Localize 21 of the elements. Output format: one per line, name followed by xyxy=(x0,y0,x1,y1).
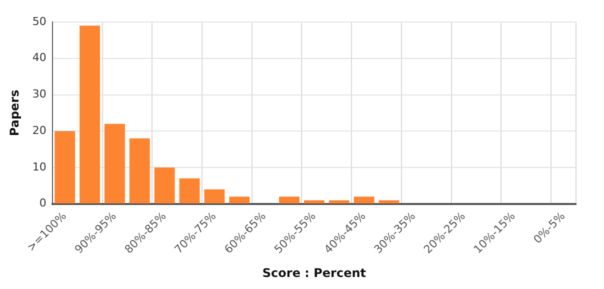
y-tick-label: 40 xyxy=(32,51,46,64)
y-tick-label: 10 xyxy=(32,160,46,174)
bar xyxy=(129,138,150,204)
y-tick-label: 30 xyxy=(32,88,46,101)
bar xyxy=(54,131,76,204)
bar xyxy=(179,178,200,204)
y-tick-label: 20 xyxy=(32,124,46,137)
bar xyxy=(229,196,250,204)
bar xyxy=(304,200,324,204)
y-tick-label: 0 xyxy=(39,196,46,210)
x-axis-title: Score : Percent xyxy=(262,266,366,280)
bar xyxy=(204,189,225,204)
bar xyxy=(328,200,350,204)
bar xyxy=(104,124,125,204)
y-axis-title: Papers xyxy=(7,90,22,136)
bar xyxy=(354,196,374,204)
bar xyxy=(154,168,175,204)
bar xyxy=(378,200,400,204)
bar xyxy=(279,196,300,204)
y-tick-label: 50 xyxy=(32,14,46,28)
bar xyxy=(80,26,100,204)
